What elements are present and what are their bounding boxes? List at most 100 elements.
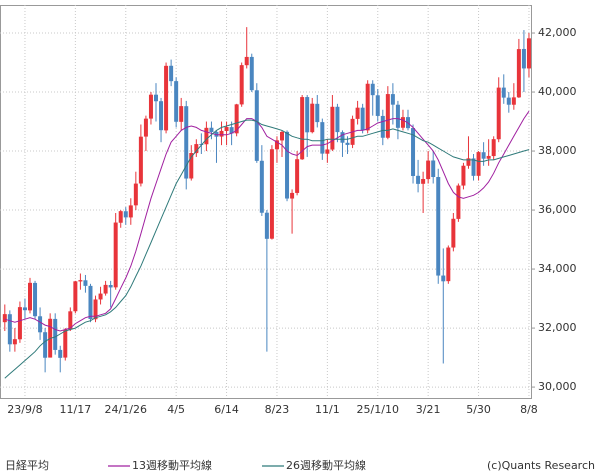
candle-body xyxy=(426,160,431,180)
candle-body xyxy=(189,152,194,179)
x-tick-label: 23/9/8 xyxy=(7,403,42,416)
candle-body xyxy=(143,118,148,137)
x-tick-label: 4/5 xyxy=(167,403,185,416)
candle-body xyxy=(169,65,174,82)
candle-body xyxy=(285,131,290,199)
x-tick-label: 6/14 xyxy=(214,403,239,416)
candle-body xyxy=(501,87,506,98)
candle-body xyxy=(274,140,279,150)
candle-body xyxy=(259,160,264,213)
candle-body xyxy=(496,87,501,140)
candle-body xyxy=(7,314,12,345)
candle-body xyxy=(224,127,229,131)
y-tick-label: 30,000 xyxy=(538,380,577,393)
candle-body xyxy=(471,158,476,176)
candle-body xyxy=(148,94,153,119)
candle-body xyxy=(511,97,516,105)
candle-body xyxy=(476,152,481,176)
y-tick-label: 36,000 xyxy=(538,203,577,216)
candle-body xyxy=(516,49,521,98)
candle-body xyxy=(461,165,466,186)
candle-body xyxy=(123,211,128,218)
candle-body xyxy=(138,136,143,184)
candle-body xyxy=(441,275,446,282)
x-tick-label: 25/1/10 xyxy=(357,403,399,416)
legend-candle: 日経平均 xyxy=(5,459,49,472)
legend-label: 26週移動平均線 xyxy=(286,458,366,472)
candle-body xyxy=(133,183,138,206)
candle-body xyxy=(416,175,421,184)
candle-body xyxy=(466,158,471,166)
candle-body xyxy=(521,48,526,69)
candle-body xyxy=(249,56,254,91)
x-tick-label: 11/1 xyxy=(315,403,340,416)
y-tick-label: 32,000 xyxy=(538,321,577,334)
candle-body xyxy=(325,149,330,154)
ma-line xyxy=(4,119,530,379)
candle-body xyxy=(456,185,461,219)
candle-body xyxy=(239,65,244,105)
candle-body xyxy=(481,152,486,159)
candle-body xyxy=(88,285,93,320)
y-tick-label: 40,000 xyxy=(538,85,577,98)
candle-body xyxy=(310,103,315,133)
legend-label: 13週移動平均線 xyxy=(132,458,212,472)
candle-body xyxy=(184,106,189,179)
candle-body xyxy=(300,97,305,160)
candle-body xyxy=(17,307,22,340)
candle-body xyxy=(436,177,441,276)
candle-body xyxy=(421,178,426,184)
candle-body xyxy=(335,106,340,133)
candle-body xyxy=(204,127,209,145)
candle-body xyxy=(63,329,68,358)
candle-body xyxy=(22,307,27,311)
candle-body xyxy=(128,205,133,218)
x-tick-label: 5/30 xyxy=(466,403,491,416)
candle-body xyxy=(83,280,88,286)
candle-body xyxy=(526,38,531,69)
x-tick-label: 24/1/26 xyxy=(105,403,147,416)
candle-body xyxy=(219,130,224,137)
candle-body xyxy=(411,128,416,176)
candle-body xyxy=(244,56,249,66)
candle-body xyxy=(38,316,43,333)
candle-body xyxy=(390,94,395,105)
candle-body xyxy=(58,349,63,358)
candle-body xyxy=(340,132,345,143)
candle-body xyxy=(431,160,436,178)
y-tick-label: 34,000 xyxy=(538,262,577,275)
candle-body xyxy=(280,131,284,141)
candle-body xyxy=(174,81,179,122)
candle-body xyxy=(360,107,365,131)
candle-body xyxy=(365,83,370,131)
candle-body xyxy=(486,155,491,159)
candle-body xyxy=(330,106,335,150)
candle-body xyxy=(375,95,380,116)
candle-body xyxy=(234,104,239,134)
candle-body xyxy=(43,332,48,358)
candle-body xyxy=(446,247,451,282)
candle-body xyxy=(451,218,456,248)
candle-body xyxy=(73,281,78,312)
candle-body xyxy=(264,212,269,239)
x-tick-label: 3/21 xyxy=(416,403,441,416)
candle-body xyxy=(254,90,259,161)
candle-body xyxy=(491,139,496,157)
candle-body xyxy=(12,339,17,345)
candle-body xyxy=(400,117,405,128)
candle-body xyxy=(229,127,234,134)
candle-body xyxy=(154,94,158,102)
candle-body xyxy=(209,127,214,132)
x-tick-label: 11/17 xyxy=(60,403,92,416)
candle-body xyxy=(108,284,113,288)
candle-body xyxy=(370,83,375,96)
candle-body xyxy=(93,299,98,320)
x-tick-label: 8/23 xyxy=(265,403,290,416)
candle-body xyxy=(506,97,511,105)
source: (c)Quants Research xyxy=(487,459,595,472)
candle-body xyxy=(33,282,38,317)
candle-body xyxy=(295,159,300,193)
candle-body xyxy=(78,280,83,282)
candle-body xyxy=(395,104,400,128)
